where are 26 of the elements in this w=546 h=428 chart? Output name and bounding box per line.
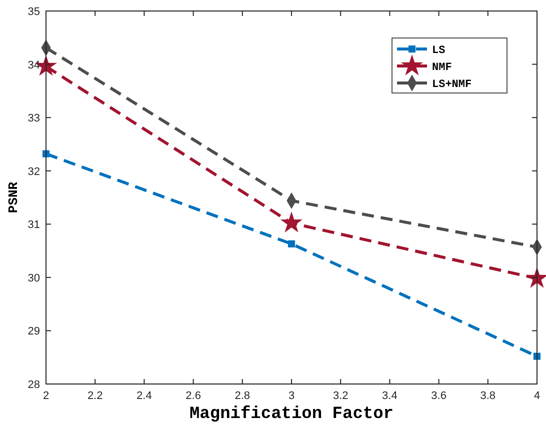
x-tick-label: 4 [534, 390, 540, 402]
point [280, 212, 302, 232]
x-tick-label: 2.4 [136, 390, 152, 402]
x-tick-label: 2.8 [234, 390, 250, 402]
y-tick-label: 30 [28, 272, 40, 284]
x-tick-label: 2 [42, 390, 50, 402]
x-tick-label: 3 [288, 390, 295, 402]
x-axis-title: Magnification Factor [189, 405, 394, 424]
legend-label: LS [432, 45, 446, 57]
x-tick-label: 2.6 [186, 390, 201, 402]
y-tick-label: 28 [28, 379, 40, 391]
y-tick-label: 31 [28, 219, 40, 232]
y-tick-label: 35 [28, 6, 40, 18]
y-axis-title: PSNR [6, 182, 21, 214]
y-tick-label: 34 [28, 59, 40, 72]
x-tick-label: 2.2 [87, 390, 103, 402]
y-tick-label: 29 [28, 326, 40, 338]
x-tick-label: 3.4 [382, 390, 398, 402]
x-tick-label: 3.8 [480, 390, 496, 402]
x-tick-label: 3.6 [431, 390, 446, 402]
legend-label: NMF [432, 62, 452, 74]
y-tick-label: 32 [28, 166, 40, 178]
y-tick-label: 33 [28, 112, 40, 125]
point [288, 240, 296, 248]
x-tick-label: 3.2 [332, 390, 348, 402]
legend-label: LS+NMF [432, 79, 472, 91]
